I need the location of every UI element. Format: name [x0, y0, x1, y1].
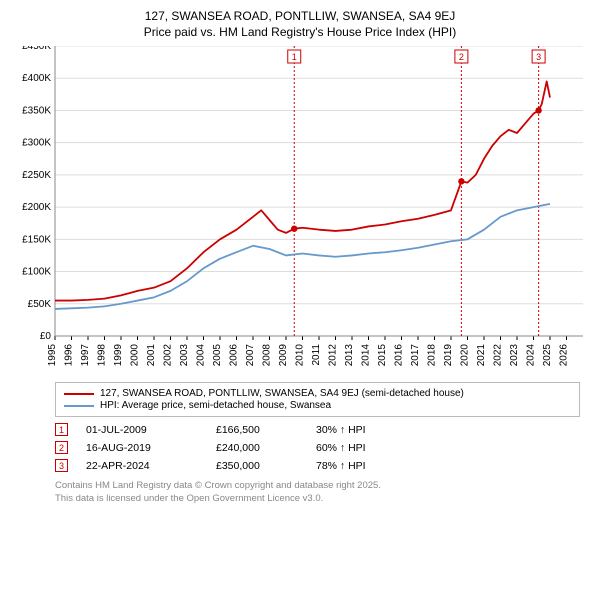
event-hpi-3: 78% ↑ HPI	[316, 460, 580, 472]
legend-swatch-property	[64, 393, 94, 395]
legend-row: HPI: Average price, semi-detached house,…	[64, 400, 571, 411]
svg-text:1996: 1996	[64, 344, 75, 367]
svg-text:£50K: £50K	[28, 299, 52, 310]
svg-text:£0: £0	[40, 331, 52, 342]
svg-text:£300K: £300K	[22, 138, 51, 149]
legend-swatch-hpi	[64, 405, 94, 407]
svg-text:2013: 2013	[344, 344, 355, 367]
svg-text:1998: 1998	[97, 344, 108, 367]
title-line1: 127, SWANSEA ROAD, PONTLLIW, SWANSEA, SA…	[10, 8, 590, 24]
svg-text:£150K: £150K	[22, 235, 51, 246]
svg-text:2003: 2003	[179, 344, 190, 367]
legend-label-hpi: HPI: Average price, semi-detached house,…	[100, 400, 331, 411]
svg-text:2018: 2018	[427, 344, 438, 367]
footer-line1: Contains HM Land Registry data © Crown c…	[55, 480, 580, 492]
legend-label-property: 127, SWANSEA ROAD, PONTLLIW, SWANSEA, SA…	[100, 388, 464, 399]
svg-text:£100K: £100K	[22, 267, 51, 278]
svg-text:2005: 2005	[212, 344, 223, 367]
event-price-3: £350,000	[216, 460, 316, 472]
svg-text:2011: 2011	[311, 344, 322, 366]
svg-text:2021: 2021	[476, 344, 487, 367]
svg-text:1997: 1997	[80, 344, 91, 367]
svg-text:2024: 2024	[526, 344, 537, 367]
event-date-2: 16-AUG-2019	[86, 442, 216, 454]
svg-text:3: 3	[536, 52, 541, 62]
svg-text:2023: 2023	[509, 344, 520, 367]
event-date-3: 22-APR-2024	[86, 460, 216, 472]
events-table: 1 01-JUL-2009 £166,500 30% ↑ HPI 2 16-AU…	[55, 423, 580, 472]
event-marker-2: 2	[55, 441, 68, 454]
event-hpi-1: 30% ↑ HPI	[316, 424, 580, 436]
svg-text:2016: 2016	[394, 344, 405, 367]
svg-text:£200K: £200K	[22, 202, 51, 213]
event-marker-1: 1	[55, 423, 68, 436]
svg-text:2017: 2017	[410, 344, 421, 367]
event-row: 1 01-JUL-2009 £166,500 30% ↑ HPI	[55, 423, 580, 436]
svg-text:2000: 2000	[130, 344, 141, 367]
event-row: 2 16-AUG-2019 £240,000 60% ↑ HPI	[55, 441, 580, 454]
svg-text:2002: 2002	[163, 344, 174, 367]
event-hpi-2: 60% ↑ HPI	[316, 442, 580, 454]
title-line2: Price paid vs. HM Land Registry's House …	[10, 24, 590, 40]
footer-line2: This data is licensed under the Open Gov…	[55, 493, 580, 505]
svg-text:2: 2	[459, 52, 464, 62]
svg-text:2004: 2004	[196, 344, 207, 367]
svg-text:2001: 2001	[146, 344, 157, 367]
event-price-2: £240,000	[216, 442, 316, 454]
svg-text:£250K: £250K	[22, 170, 51, 181]
svg-text:1999: 1999	[113, 344, 124, 367]
svg-text:2025: 2025	[542, 344, 553, 367]
legend-row: 127, SWANSEA ROAD, PONTLLIW, SWANSEA, SA…	[64, 388, 571, 399]
svg-text:2009: 2009	[278, 344, 289, 367]
event-price-1: £166,500	[216, 424, 316, 436]
svg-text:2020: 2020	[460, 344, 471, 367]
svg-text:2008: 2008	[262, 344, 273, 367]
svg-text:2006: 2006	[229, 344, 240, 367]
svg-text:2014: 2014	[361, 344, 372, 367]
svg-text:2007: 2007	[245, 344, 256, 367]
event-marker-3: 3	[55, 459, 68, 472]
svg-text:£350K: £350K	[22, 106, 51, 117]
svg-text:2022: 2022	[493, 344, 504, 367]
svg-text:1: 1	[292, 52, 297, 62]
title-block: 127, SWANSEA ROAD, PONTLLIW, SWANSEA, SA…	[10, 8, 590, 40]
svg-text:1995: 1995	[47, 344, 58, 367]
footer: Contains HM Land Registry data © Crown c…	[55, 480, 580, 505]
svg-text:2012: 2012	[328, 344, 339, 367]
chart-svg: £0 £50K £100K £150K £200K £250K £300K £350K £400…	[10, 46, 590, 376]
svg-text:2026: 2026	[559, 344, 570, 367]
svg-text:£400K: £400K	[22, 74, 51, 85]
svg-text:2010: 2010	[295, 344, 306, 367]
legend-box: 127, SWANSEA ROAD, PONTLLIW, SWANSEA, SA…	[55, 382, 580, 417]
chart-area: £0 £50K £100K £150K £200K £250K £300K £350K £400…	[10, 46, 590, 376]
svg-text:2019: 2019	[443, 344, 454, 367]
svg-text:2015: 2015	[377, 344, 388, 367]
event-row: 3 22-APR-2024 £350,000 78% ↑ HPI	[55, 459, 580, 472]
svg-text:£450K: £450K	[22, 46, 51, 52]
event-date-1: 01-JUL-2009	[86, 424, 216, 436]
chart-container: 127, SWANSEA ROAD, PONTLLIW, SWANSEA, SA…	[0, 0, 600, 590]
